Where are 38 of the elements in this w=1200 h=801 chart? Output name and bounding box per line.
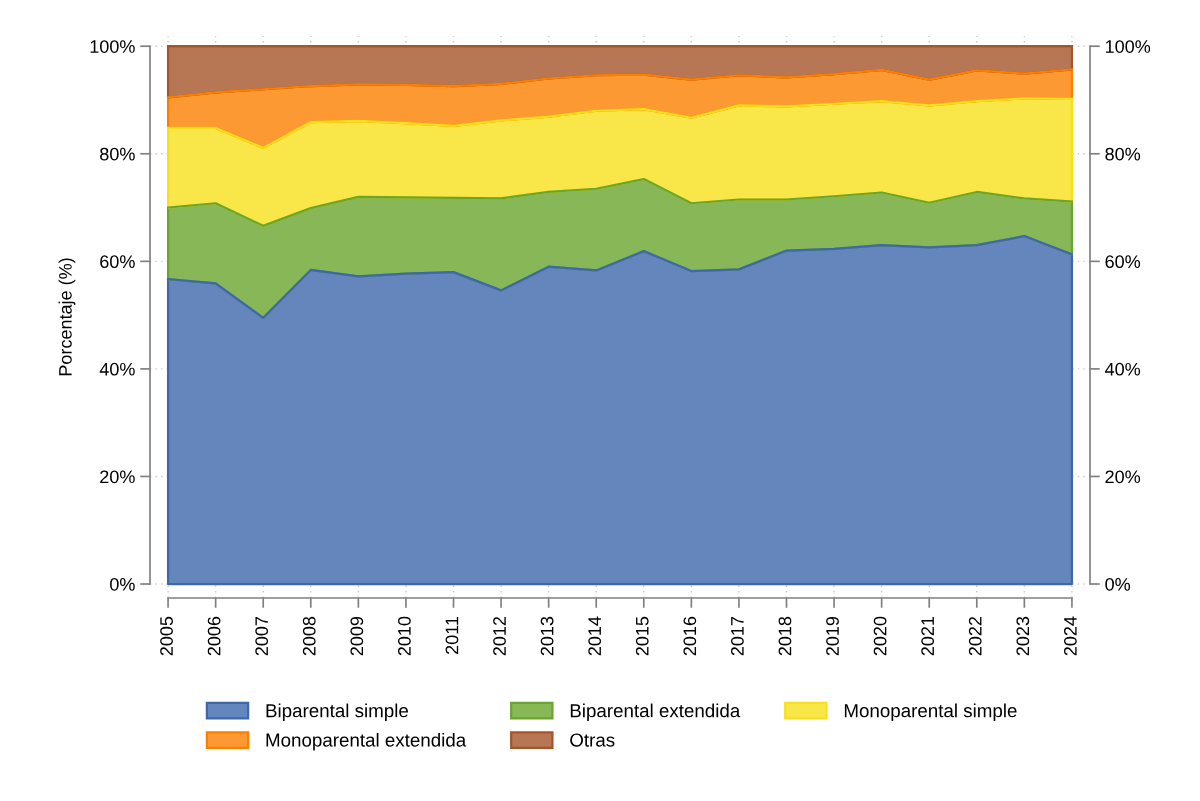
y2-tick-label: 60% [1105, 255, 1141, 269]
x-tick-label: 2021 [921, 616, 935, 656]
y-axis-title: Porcentaje (%) [58, 258, 76, 376]
x-tick-label: 2011 [445, 616, 459, 654]
legend-label: Monoparental extendida [266, 732, 467, 751]
x-tick-label: 2014 [588, 616, 602, 656]
x-tick-label: 2009 [350, 616, 364, 656]
x-tick-label: 2007 [255, 616, 269, 656]
x-tick-label: 2023 [1016, 616, 1030, 656]
x-tick-label: 2015 [635, 616, 649, 656]
x-tick-label: 2018 [778, 616, 792, 656]
x-tick-label: 2024 [1063, 616, 1077, 656]
y-tick-label: 40% [99, 362, 135, 376]
y-tick-label: 0% [110, 577, 135, 591]
y2-tick-label: 80% [1105, 147, 1141, 161]
y2-tick-label: 40% [1105, 362, 1141, 376]
legend-label: Monoparental simple [844, 703, 1017, 722]
x-tick-label: 2022 [968, 616, 982, 656]
y-tick-label: 100% [90, 40, 135, 53]
legend-label: Biparental extendida [570, 703, 741, 722]
x-tick-label: 2020 [873, 616, 887, 656]
x-tick-label: 2008 [302, 616, 316, 656]
x-tick-label: 2010 [397, 616, 411, 656]
x-tick-label: 2013 [540, 616, 554, 656]
y-tick-label: 60% [100, 255, 135, 269]
legend-label: Biparental simple [266, 703, 408, 722]
x-tick-label: 2019 [826, 616, 839, 656]
legend-label: Otras [570, 733, 615, 747]
y-tick-label: 80% [100, 147, 135, 161]
y2-tick-label: 0% [1105, 577, 1131, 591]
y2-tick-label: 100% [1105, 40, 1151, 53]
y-tick-label: 20% [100, 470, 135, 484]
x-tick-label: 2016 [683, 616, 697, 656]
x-tick-label: 2012 [493, 616, 506, 656]
x-tick-label: 2005 [160, 616, 173, 656]
y2-tick-label: 20% [1105, 470, 1141, 484]
x-tick-label: 2017 [730, 616, 744, 656]
x-tick-label: 2006 [207, 616, 221, 656]
